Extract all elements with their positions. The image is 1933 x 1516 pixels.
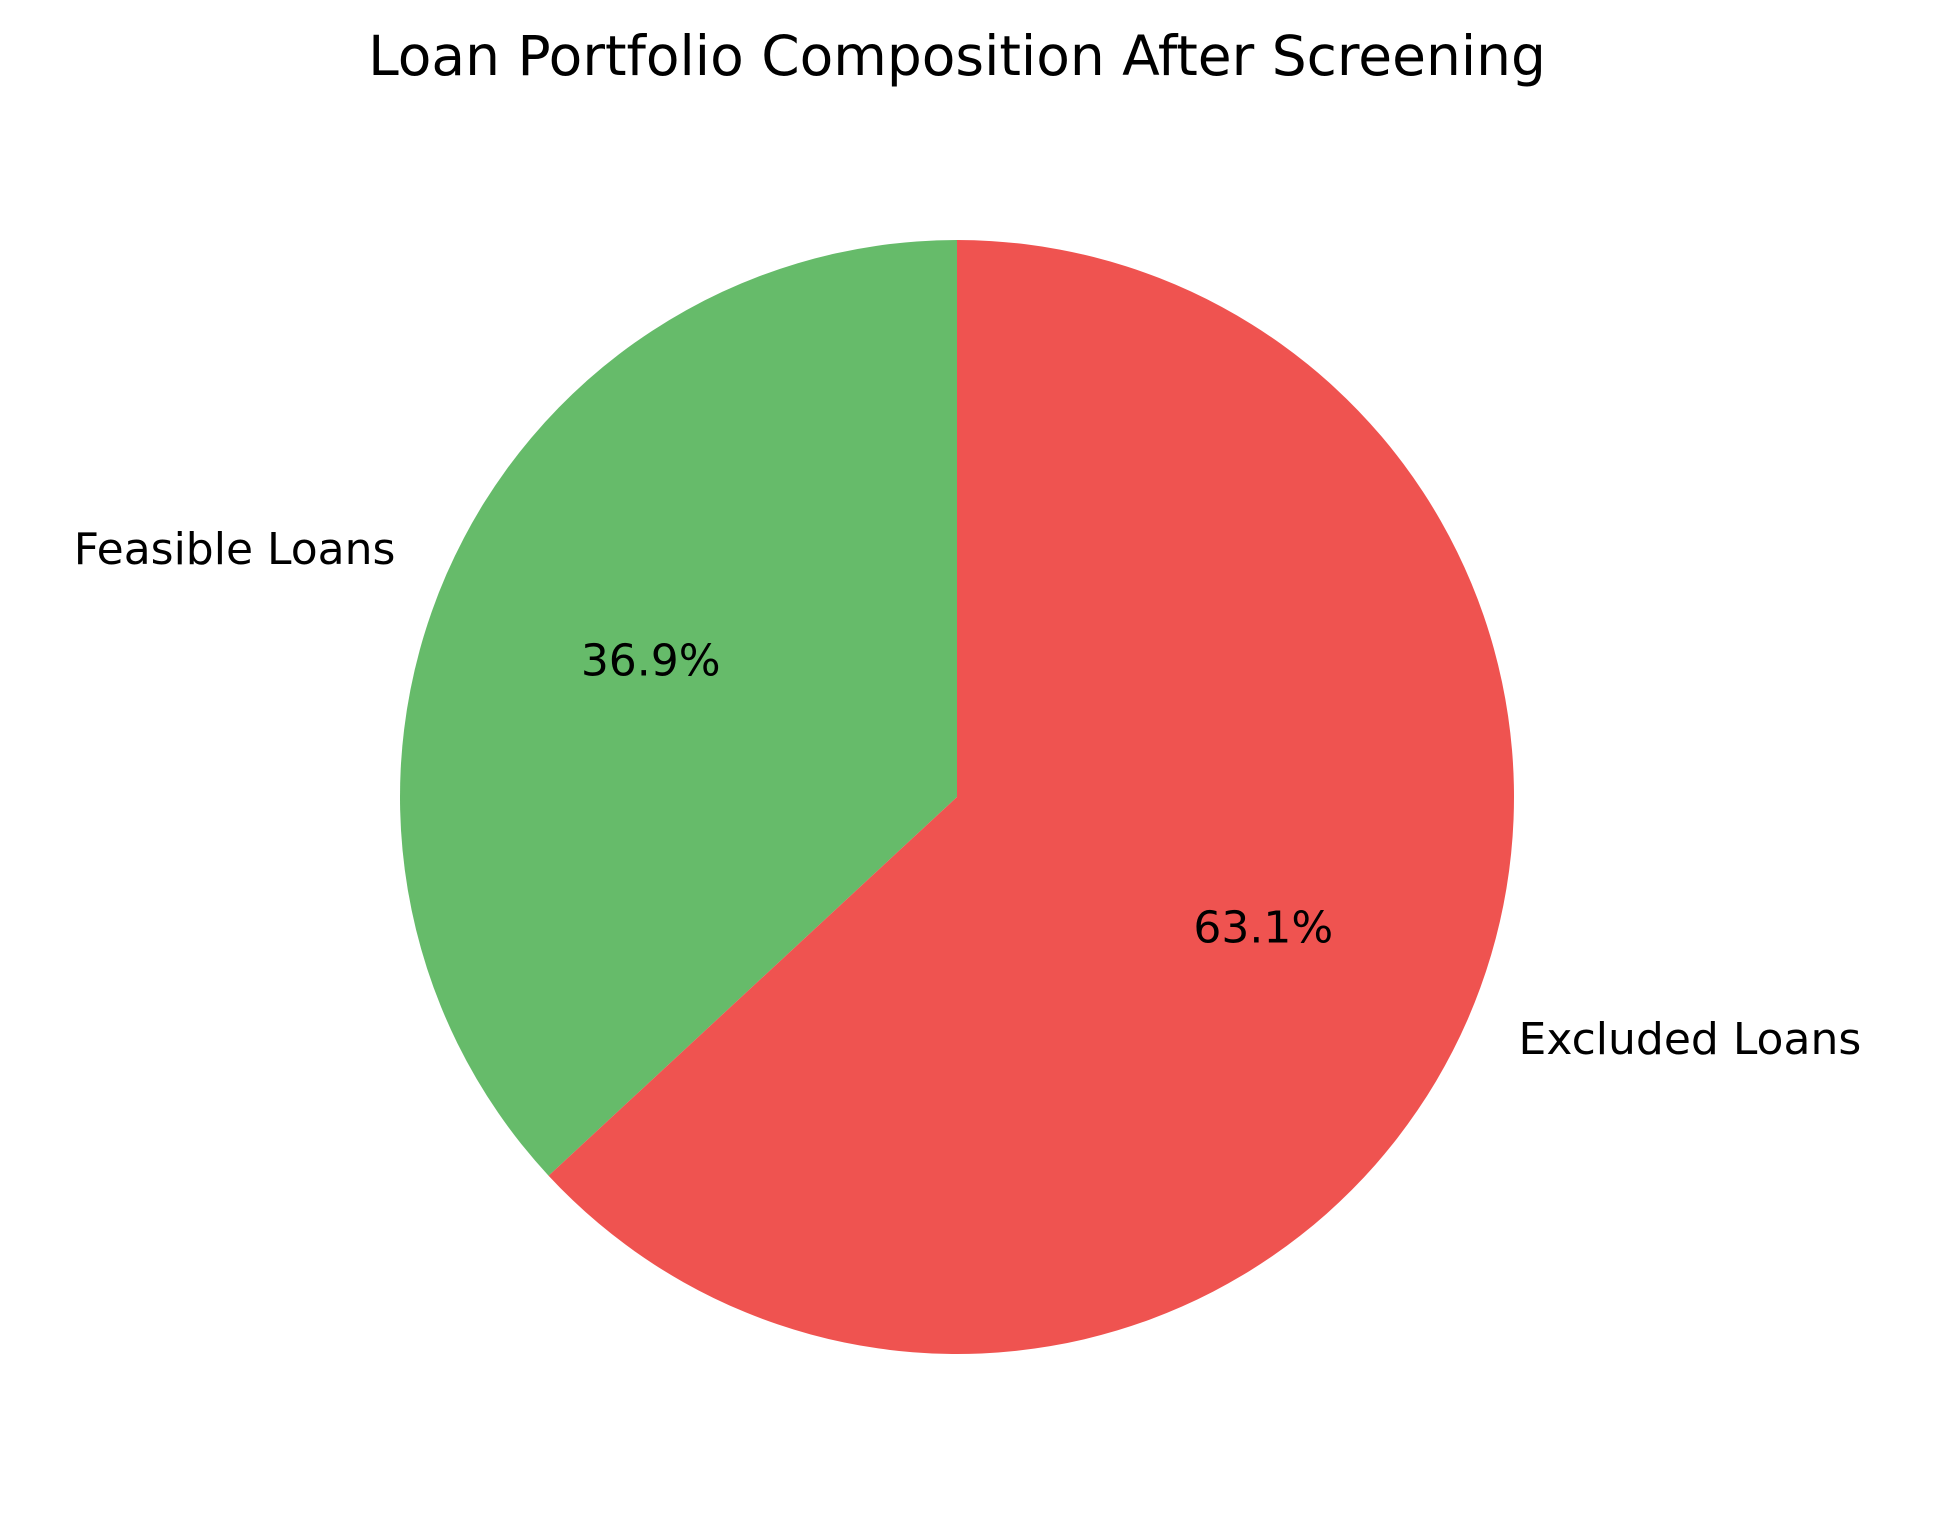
pie-slice-excluded-loans [548,240,1514,1354]
chart-title: Loan Portfolio Composition After Screeni… [368,24,1546,88]
slice-label: Feasible Loans [74,524,396,575]
pie-labels: Feasible Loans 36.9% Excluded Loans 63.1% [74,524,1862,1065]
slice-percent-label: 36.9% [581,635,721,686]
slice-label: Excluded Loans [1519,1014,1862,1065]
slice-percent-label: 63.1% [1193,903,1333,954]
pie-slices [399,240,1514,1354]
pie-slice-feasible-loans [399,240,958,1176]
